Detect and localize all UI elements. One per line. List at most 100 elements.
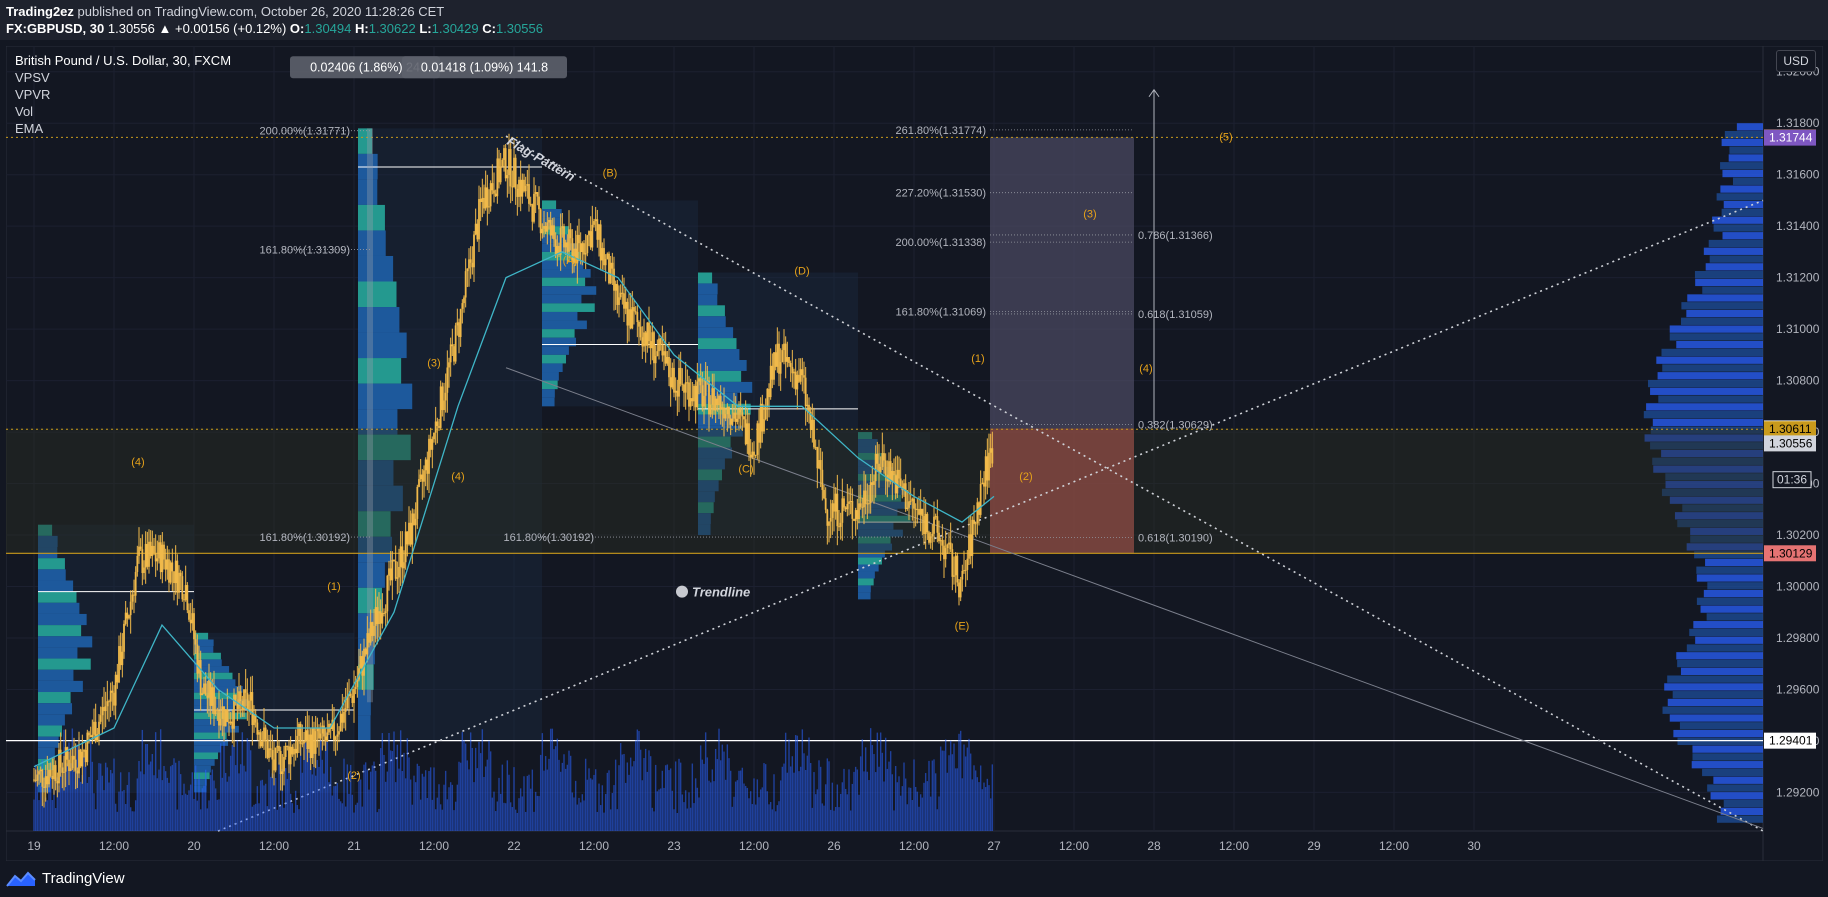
candle-body	[391, 559, 394, 581]
candle-body	[184, 585, 187, 600]
time-tick-label: 27	[987, 839, 1001, 853]
vpvr-bar	[1653, 465, 1763, 473]
candle-body	[671, 367, 674, 388]
candle-body	[276, 745, 279, 748]
time-tick-label: 12:00	[1379, 839, 1409, 853]
volume-bar	[169, 766, 172, 831]
candle-body	[924, 513, 927, 535]
vpvr-bar	[1693, 621, 1763, 629]
candle-body	[511, 186, 514, 188]
volume-bar	[686, 808, 689, 831]
tradingview-logo[interactable]: TradingView	[6, 870, 125, 887]
candle-body	[569, 229, 572, 239]
volume-bar	[254, 803, 257, 831]
profile-bar	[858, 585, 871, 593]
candle-body	[63, 771, 65, 773]
legend-indicator-vpvr[interactable]: VPVR	[15, 87, 51, 102]
candle-body	[828, 521, 830, 526]
wave-label: (5)	[1219, 131, 1232, 143]
candle-body	[389, 568, 392, 581]
volume-bar	[691, 763, 694, 831]
volume-bar	[73, 757, 75, 831]
candle-body	[713, 388, 715, 411]
volume-bar	[938, 796, 940, 831]
profile-bar	[38, 613, 87, 626]
candle-body	[398, 566, 400, 578]
profile-bar	[858, 529, 903, 537]
symbol-label: FX:GBPUSD, 30	[6, 21, 105, 36]
price-axis[interactable]: 1.320001.318001.316001.314001.312001.310…	[1764, 65, 1820, 800]
volume-bar	[718, 728, 720, 831]
fib-level-label: 161.80%(1.31309)	[259, 245, 350, 257]
legend-indicator-vol[interactable]: Vol	[15, 104, 34, 119]
vpvr-bar	[1708, 239, 1763, 248]
volume-bar	[388, 733, 390, 831]
volume-bar	[426, 798, 429, 831]
candle-body	[351, 695, 354, 703]
candle-body	[111, 690, 114, 693]
vpvr-bar	[1722, 232, 1763, 240]
candle-body	[403, 562, 405, 569]
volume-bar	[244, 771, 247, 831]
volume-bar	[586, 779, 589, 831]
candle-body	[943, 545, 945, 560]
volume-bar	[969, 753, 972, 831]
time-tick-label: 22	[507, 839, 521, 853]
footer: TradingView	[0, 864, 1828, 897]
candle-body	[953, 575, 955, 577]
candle-body	[336, 734, 339, 737]
flag-lower-line	[505, 367, 1764, 829]
wave-label: (B)	[603, 167, 618, 179]
volume-bar	[433, 767, 435, 831]
candle-body	[734, 412, 737, 422]
candle-body	[644, 332, 647, 346]
volume-bar	[241, 732, 244, 831]
volume-bar	[259, 780, 262, 831]
currency-button[interactable]: USD	[1776, 50, 1816, 72]
candle-body	[423, 470, 425, 482]
volume-bar	[641, 780, 644, 831]
volume-bar	[613, 785, 615, 831]
candle-body	[714, 398, 717, 411]
candle-body	[379, 611, 382, 624]
candle-body	[649, 341, 652, 349]
volume-bar	[451, 784, 454, 831]
candle-body	[169, 562, 172, 583]
candle-body	[624, 301, 627, 309]
publisher-name[interactable]: Trading2ez	[6, 4, 74, 19]
volume-bar	[103, 790, 105, 831]
time-axis[interactable]: 19 12:00 20 12:00 21 12:00 22 12:00 23 12:00 26 12:…	[27, 839, 1481, 853]
vpvr-bar	[1692, 745, 1763, 753]
volume-bar	[441, 809, 444, 831]
volume-bar	[209, 775, 212, 831]
candle-body	[799, 369, 802, 382]
candle-body	[229, 721, 232, 724]
price-chart[interactable]: (4) (1) (2) (3) (4) (A) (B) (C) (D) (E) (1) (2) (3) (…	[6, 46, 1823, 861]
volume-bar	[288, 763, 290, 831]
candle-body	[906, 507, 909, 510]
volume-bar	[634, 740, 637, 831]
wave-label: (C)	[738, 463, 753, 475]
vpvr-bar	[1652, 418, 1763, 427]
volume-bar	[168, 782, 170, 831]
profile-bar	[698, 480, 719, 492]
candle-body	[78, 749, 80, 774]
volume-bar	[734, 781, 737, 831]
volume-bar	[466, 760, 469, 831]
volume-bar	[138, 760, 140, 831]
candle-body	[214, 709, 217, 715]
vpvr-bar	[1705, 263, 1763, 271]
vpvr-bar	[1665, 473, 1763, 481]
candle-body	[596, 219, 599, 240]
candle-body	[376, 607, 379, 625]
candle-body	[834, 493, 837, 512]
volume-bar	[251, 806, 254, 831]
time-tick-label: 26	[827, 839, 841, 853]
candle-body	[791, 366, 794, 374]
candle-body	[836, 493, 839, 527]
legend-indicator-ema[interactable]: EMA	[15, 121, 44, 136]
candle-body	[469, 259, 472, 263]
candle-body	[633, 307, 635, 312]
legend-indicator-vpsv[interactable]: VPSV	[15, 70, 50, 85]
volume-bar	[826, 758, 829, 831]
